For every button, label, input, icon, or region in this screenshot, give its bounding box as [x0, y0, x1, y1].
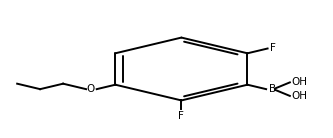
Text: F: F: [270, 43, 276, 53]
Text: OH: OH: [292, 91, 308, 101]
Text: O: O: [86, 84, 94, 94]
Text: B: B: [269, 84, 276, 94]
Text: F: F: [178, 111, 184, 121]
Text: OH: OH: [292, 77, 308, 87]
